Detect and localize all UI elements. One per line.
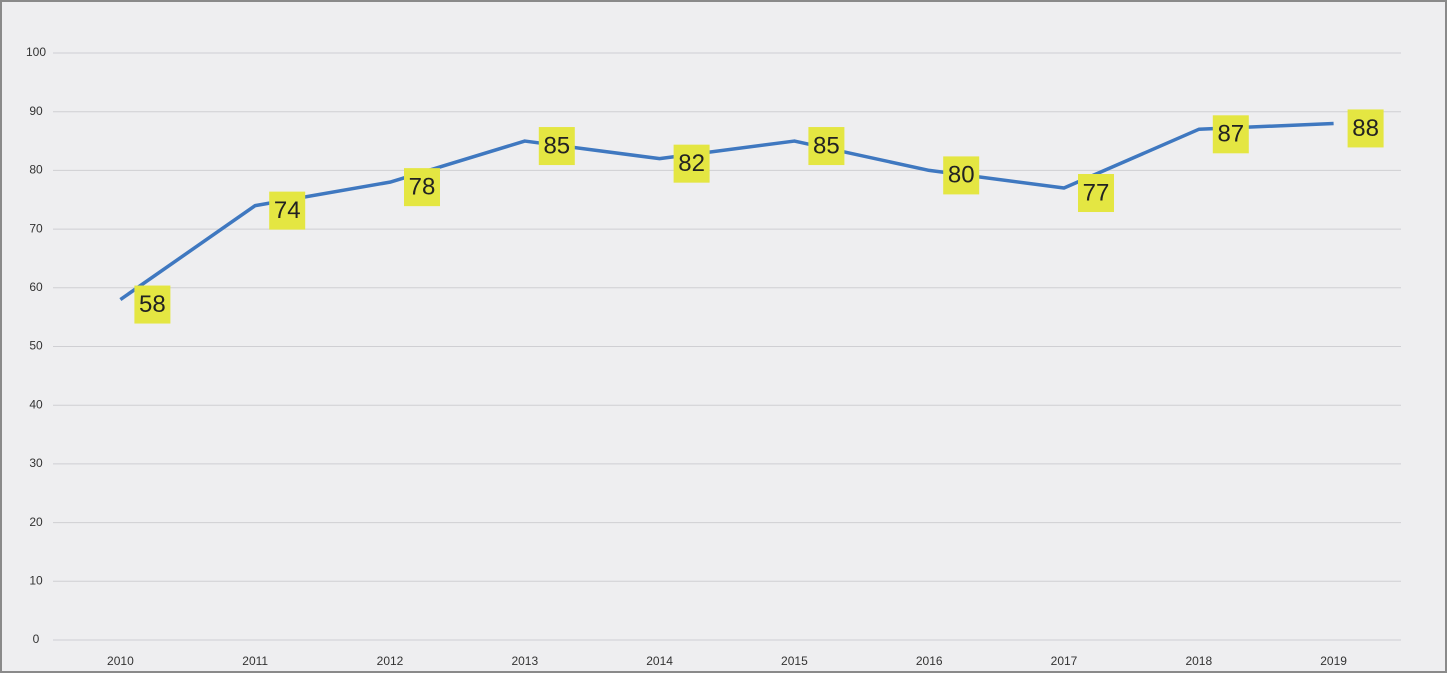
data-label: 80 xyxy=(948,162,975,189)
data-label: 74 xyxy=(274,197,301,224)
x-tick-label: 2015 xyxy=(781,654,808,668)
x-tick-label: 2010 xyxy=(107,654,134,668)
data-label-box xyxy=(269,191,306,230)
y-tick-label: 80 xyxy=(29,163,43,177)
data-label: 85 xyxy=(543,132,570,159)
data-label-box xyxy=(1078,174,1114,213)
x-tick-label: 2019 xyxy=(1320,654,1347,668)
x-tick-label: 2016 xyxy=(916,654,943,668)
data-label: 85 xyxy=(813,132,840,159)
y-tick-label: 40 xyxy=(29,397,43,411)
data-label: 88 xyxy=(1352,115,1379,142)
x-tick-label: 2012 xyxy=(377,654,404,668)
data-label-box xyxy=(1212,115,1249,154)
y-tick-label: 50 xyxy=(29,339,43,353)
y-tick-label: 70 xyxy=(29,221,43,235)
data-label-box xyxy=(943,156,980,195)
y-tick-label: 90 xyxy=(29,104,43,118)
y-tick-label: 20 xyxy=(29,515,43,529)
x-tick-label: 2011 xyxy=(242,654,268,668)
x-tick-label: 2017 xyxy=(1051,654,1078,668)
data-label-box xyxy=(538,127,575,166)
data-label: 58 xyxy=(139,291,166,318)
data-label-box xyxy=(673,144,710,183)
data-label-box xyxy=(404,168,440,207)
data-label: 77 xyxy=(1083,179,1110,206)
data-label: 82 xyxy=(678,150,705,177)
x-tick-label: 2018 xyxy=(1185,654,1212,668)
x-tick-label: 2014 xyxy=(646,654,673,668)
data-label: 78 xyxy=(409,173,436,200)
y-tick-label: 0 xyxy=(33,632,40,646)
y-tick-label: 30 xyxy=(29,456,43,470)
y-tick-label: 10 xyxy=(29,573,43,587)
line xyxy=(119,121,1334,301)
data-label-box xyxy=(1347,109,1384,148)
data-label: 87 xyxy=(1217,121,1244,148)
data-label-box xyxy=(134,285,171,324)
x-tick-label: 2013 xyxy=(511,654,538,668)
y-tick-label: 60 xyxy=(29,280,43,294)
data-label-box xyxy=(808,127,845,166)
y-tick-label: 100 xyxy=(26,45,46,59)
